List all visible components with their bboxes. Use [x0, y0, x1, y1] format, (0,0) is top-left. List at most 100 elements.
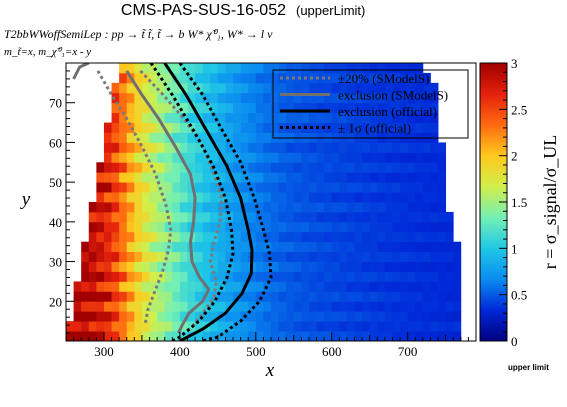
- heatmap-cell: [241, 152, 249, 162]
- z-tick-label: 0.5: [511, 288, 527, 303]
- heatmap-cell: [370, 242, 378, 252]
- heatmap-cell: [438, 321, 446, 331]
- heatmap-cell: [279, 232, 287, 242]
- heatmap-cell: [430, 291, 438, 301]
- heatmap-cell: [157, 311, 165, 321]
- heatmap-cell: [157, 172, 165, 182]
- heatmap-cell: [400, 321, 408, 331]
- heatmap-cell: [430, 222, 438, 232]
- heatmap-cell: [256, 63, 264, 73]
- heatmap-cell: [415, 262, 423, 272]
- heatmap-cell: [134, 331, 142, 341]
- heatmap-cell: [112, 222, 120, 232]
- heatmap-cell: [195, 162, 203, 172]
- heatmap-cell: [430, 162, 438, 172]
- heatmap-cell: [195, 73, 203, 83]
- heatmap-cell: [203, 63, 211, 73]
- heatmap-cell: [385, 252, 393, 262]
- heatmap-cell: [423, 162, 431, 172]
- heatmap-cell: [400, 272, 408, 282]
- heatmap-cell: [203, 262, 211, 272]
- heatmap-cell: [317, 222, 325, 232]
- heatmap-cell: [225, 281, 233, 291]
- heatmap-cell: [355, 152, 363, 162]
- heatmap-cell: [347, 202, 355, 212]
- heatmap-cell: [332, 152, 340, 162]
- heatmap-cell: [430, 232, 438, 242]
- heatmap-cell: [180, 192, 188, 202]
- heatmap-cell: [377, 142, 385, 152]
- heatmap-cell: [172, 172, 180, 182]
- heatmap-cell: [271, 222, 279, 232]
- heatmap-cell: [96, 262, 104, 272]
- heatmap-cell: [89, 232, 97, 242]
- heatmap-cell: [286, 202, 294, 212]
- heatmap-cell: [203, 232, 211, 242]
- heatmap-cell: [385, 311, 393, 321]
- heatmap-cell: [301, 311, 309, 321]
- heatmap-cell: [256, 272, 264, 282]
- heatmap-cell: [256, 113, 264, 123]
- heatmap-cell: [218, 301, 226, 311]
- heatmap-cell: [271, 252, 279, 262]
- heatmap-cell: [142, 262, 150, 272]
- heatmap-cell: [165, 172, 173, 182]
- heatmap-cell: [408, 331, 416, 341]
- heatmap-cell: [241, 252, 249, 262]
- heatmap-cell: [279, 272, 287, 282]
- heatmap-cell: [127, 301, 135, 311]
- heatmap-cell: [89, 321, 97, 331]
- heatmap-cell: [112, 321, 120, 331]
- heatmap-cell: [134, 301, 142, 311]
- heatmap-cell: [248, 63, 256, 73]
- heatmap-cell: [180, 242, 188, 252]
- heatmap-cell: [157, 202, 165, 212]
- heatmap-cell: [309, 212, 317, 222]
- heatmap-cell: [453, 321, 461, 331]
- heatmap-cell: [332, 182, 340, 192]
- heatmap-cell: [370, 182, 378, 192]
- heatmap-cell: [294, 311, 302, 321]
- heatmap-cell: [446, 232, 454, 242]
- heatmap-cell: [446, 272, 454, 282]
- heatmap-cell: [157, 291, 165, 301]
- heatmap-cell: [142, 242, 150, 252]
- heatmap-cell: [355, 142, 363, 152]
- heatmap-cell: [446, 281, 454, 291]
- heatmap-cell: [241, 331, 249, 341]
- heatmap-cell: [150, 321, 158, 331]
- heatmap-cell: [438, 252, 446, 262]
- heatmap-cell: [203, 192, 211, 202]
- heatmap-cell: [150, 212, 158, 222]
- heatmap-cell: [355, 262, 363, 272]
- heatmap-cell: [104, 262, 112, 272]
- heatmap-cell: [430, 272, 438, 282]
- heatmap-cell: [241, 301, 249, 311]
- heatmap-cell: [89, 291, 97, 301]
- heatmap-cell: [210, 93, 218, 103]
- heatmap-cell: [286, 142, 294, 152]
- heatmap-cell: [438, 272, 446, 282]
- heatmap-cell: [423, 272, 431, 282]
- heatmap-cell: [210, 83, 218, 93]
- heatmap-cell: [104, 133, 112, 143]
- heatmap-cell: [309, 182, 317, 192]
- heatmap-cell: [74, 311, 82, 321]
- heatmap-cell: [377, 291, 385, 301]
- heatmap-cell: [392, 232, 400, 242]
- heatmap-cell: [423, 281, 431, 291]
- heatmap-cell: [256, 73, 264, 83]
- heatmap-cell: [362, 152, 370, 162]
- heatmap-cell: [203, 172, 211, 182]
- heatmap-cell: [195, 281, 203, 291]
- y-tick-label: 20: [49, 294, 62, 309]
- heatmap-cell: [127, 162, 135, 172]
- heatmap-cell: [127, 152, 135, 162]
- heatmap-cell: [408, 321, 416, 331]
- heatmap-cell: [408, 232, 416, 242]
- heatmap-cell: [347, 232, 355, 242]
- heatmap-cell: [96, 272, 104, 282]
- heatmap-cell: [263, 63, 271, 73]
- heatmap-cell: [104, 172, 112, 182]
- heatmap-cell: [271, 291, 279, 301]
